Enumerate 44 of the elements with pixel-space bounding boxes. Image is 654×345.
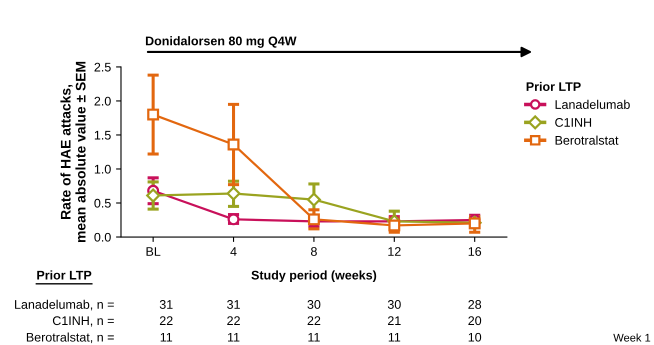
text: 31	[227, 300, 240, 309]
point	[146, 188, 160, 203]
point	[228, 138, 240, 150]
y-tick-label: 0.0	[94, 232, 111, 242]
x-axis-title: Study period (weeks)	[251, 270, 376, 282]
point	[147, 108, 160, 121]
point	[388, 219, 400, 232]
point	[306, 192, 321, 207]
x-tick-label: 4	[230, 247, 237, 256]
y-tick-label: 1.5	[94, 130, 111, 140]
x-tick-label: 16	[468, 247, 482, 256]
text: 22	[227, 316, 240, 325]
text: 20	[468, 316, 482, 326]
x-tick-label: BL	[146, 247, 160, 256]
text: Donidalorsen 80 mg Q4W	[146, 36, 297, 48]
text: 11	[228, 332, 240, 342]
legend-label: Lanadelumab	[556, 100, 630, 109]
text: 11	[160, 332, 172, 342]
text: 31	[160, 300, 173, 309]
text: Lanadelumab, n =	[15, 300, 114, 310]
legend-label: Berotralstat	[556, 136, 618, 145]
y-axis-title: Rate of HAE attacks, mean absolute value ± SEM	[60, 62, 86, 242]
x-tick-label: 8	[310, 247, 317, 256]
legend-title: Prior LTP	[526, 82, 581, 92]
text: 30	[388, 300, 401, 309]
text: 11	[388, 332, 400, 342]
text: 10	[468, 332, 482, 342]
y-tick-label: 2.5	[94, 62, 111, 72]
y-tick-label: 2.0	[94, 96, 111, 106]
text: 30	[307, 300, 320, 309]
text: 28	[468, 300, 482, 309]
text: Week 1	[613, 334, 650, 342]
text: Prior LTP	[37, 270, 92, 280]
text: Berotralstat, n =	[26, 332, 114, 344]
text: 22	[160, 316, 173, 325]
y-tick-label: 1.0	[94, 164, 111, 174]
point	[226, 186, 241, 200]
text: C1INH, n =	[52, 316, 114, 327]
text: 11	[308, 332, 320, 342]
legend-label: C1INH	[555, 118, 592, 127]
text: 22	[308, 316, 320, 325]
text: 21	[388, 316, 401, 325]
x-tick-label: 12	[388, 247, 401, 256]
y-tick-label: 0.5	[94, 198, 111, 208]
